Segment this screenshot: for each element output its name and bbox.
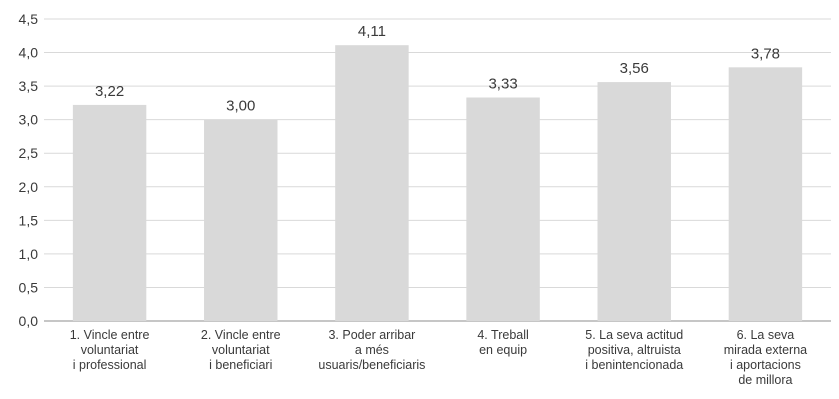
data-label: 3,33 [488,76,517,93]
bar [204,119,278,322]
y-tick-label: 3,0 [19,112,39,128]
x-tick-label: i beneficiari [209,358,272,372]
x-tick-label: usuaris/beneficiaris [318,358,425,372]
y-tick-label: 0,5 [19,279,39,295]
x-tick-label: 1. Vincle entre [70,328,150,342]
x-tick-label: positiva, altruista [588,343,681,357]
x-tick-label: i benintencionada [585,358,683,372]
x-tick-label: de millora [738,373,792,387]
x-tick-label: 5. La seva actitud [585,328,683,342]
data-label: 3,00 [226,98,255,115]
bar [728,67,803,321]
y-tick-label: 4,5 [19,11,39,27]
x-tick-label: en equip [479,343,527,357]
data-label: 3,56 [620,60,649,77]
x-tick-label: i professional [73,358,147,372]
x-tick-label: i aportacions [730,358,801,372]
y-tick-label: 2,0 [19,179,39,195]
value-labels: 3,22 3,00 4,11 3,33 3,56 3,78 [95,23,780,114]
x-tick-label: 2. Vincle entre [201,328,281,342]
data-label: 3,78 [751,45,780,62]
y-tick-label: 0,0 [19,313,39,329]
x-tick-label: voluntariat [212,343,270,357]
gridlines [44,18,831,322]
data-label: 4,11 [358,23,386,40]
x-tick-label: a més [355,343,389,357]
bars [72,45,803,322]
x-tick-label: 6. La seva [737,328,795,342]
y-axis-ticks: 0,0 0,5 1,0 1,5 2,0 2,5 3,0 3,5 4,0 4,5 [19,11,39,329]
x-tick-label: voluntariat [81,343,139,357]
y-tick-label: 2,5 [19,145,39,161]
y-tick-label: 1,5 [19,212,39,228]
x-tick-label: 3. Poder arribar [328,328,415,342]
data-label: 3,22 [95,83,124,100]
y-tick-label: 1,0 [19,246,39,262]
bar [466,97,540,322]
bar [72,104,147,321]
x-tick-label: 4. Treball [477,328,528,342]
bar [597,82,671,321]
x-tick-label: mirada externa [724,343,807,357]
y-tick-label: 3,5 [19,78,39,94]
bar [335,45,409,321]
y-tick-label: 4,0 [19,45,39,61]
